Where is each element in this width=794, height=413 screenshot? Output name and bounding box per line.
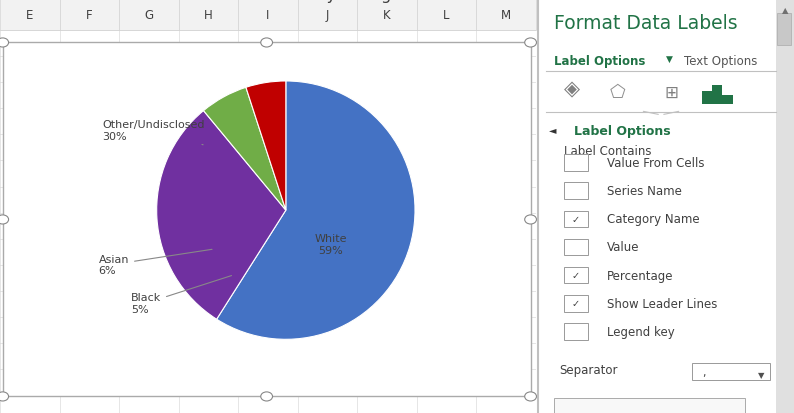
Bar — [553, 398, 746, 413]
Bar — [776, 0, 794, 413]
Bar — [0, 0, 60, 31]
Bar — [564, 267, 588, 284]
Text: H: H — [204, 9, 213, 22]
Text: I: I — [266, 9, 270, 22]
Text: F: F — [86, 9, 93, 22]
Text: Label Options: Label Options — [574, 125, 671, 138]
Text: ✓: ✓ — [572, 271, 580, 280]
Title: Mt Hood Community College: Mt Hood Community College — [171, 0, 401, 3]
Bar — [119, 0, 179, 31]
Text: ◈: ◈ — [564, 79, 580, 99]
Text: Percentage: Percentage — [607, 269, 674, 282]
Text: Label Options: Label Options — [553, 55, 645, 67]
Bar — [564, 211, 588, 228]
Circle shape — [525, 392, 537, 401]
Bar — [564, 183, 588, 199]
Text: Format Data Labels: Format Data Labels — [553, 14, 738, 33]
Circle shape — [260, 39, 272, 48]
Text: Value From Cells: Value From Cells — [607, 157, 705, 170]
Bar — [564, 239, 588, 256]
Wedge shape — [156, 112, 286, 319]
Text: ▲: ▲ — [782, 6, 788, 15]
Wedge shape — [203, 88, 286, 211]
Bar — [723, 95, 733, 104]
Text: ✓: ✓ — [572, 299, 580, 309]
Text: Separator: Separator — [559, 363, 617, 376]
Bar — [777, 14, 792, 45]
Text: E: E — [26, 9, 33, 22]
Bar — [712, 86, 723, 104]
Bar — [692, 363, 769, 380]
Text: Other/Undisclosed
30%: Other/Undisclosed 30% — [102, 120, 205, 145]
Bar — [60, 0, 119, 31]
Text: White
59%: White 59% — [314, 234, 347, 255]
Bar — [2, 43, 530, 396]
Text: Series Name: Series Name — [607, 185, 682, 198]
Wedge shape — [217, 82, 415, 339]
Bar — [417, 0, 476, 31]
Circle shape — [0, 39, 9, 48]
Text: J: J — [326, 9, 330, 22]
Bar — [564, 155, 588, 171]
Text: K: K — [384, 9, 391, 22]
Circle shape — [0, 392, 9, 401]
Bar — [298, 0, 357, 31]
Text: Asian
6%: Asian 6% — [98, 250, 212, 275]
Bar — [476, 0, 536, 31]
Text: Category Name: Category Name — [607, 213, 700, 226]
Text: M: M — [501, 9, 511, 22]
Text: ,: , — [702, 367, 705, 377]
Text: Text Options: Text Options — [684, 55, 757, 67]
Circle shape — [525, 39, 537, 48]
Text: Black
5%: Black 5% — [131, 276, 232, 314]
Text: Value: Value — [607, 241, 640, 254]
Text: Show Leader Lines: Show Leader Lines — [607, 297, 718, 310]
Text: ▼: ▼ — [758, 370, 765, 380]
Text: Legend key: Legend key — [607, 325, 675, 338]
Bar — [564, 323, 588, 340]
Text: ⬠: ⬠ — [610, 84, 626, 102]
Circle shape — [260, 392, 272, 401]
Bar — [357, 0, 417, 31]
Text: ⊞: ⊞ — [665, 84, 678, 102]
Text: ✓: ✓ — [572, 214, 580, 224]
Text: L: L — [443, 9, 450, 22]
Text: ▼: ▼ — [666, 55, 673, 64]
Text: Label Contains: Label Contains — [564, 145, 651, 157]
Bar — [238, 0, 298, 31]
Bar — [179, 0, 238, 31]
Bar — [564, 295, 588, 312]
Wedge shape — [246, 82, 286, 211]
Bar — [702, 92, 712, 104]
Text: Reset Label Text: Reset Label Text — [604, 404, 695, 413]
Circle shape — [525, 216, 537, 225]
Circle shape — [0, 216, 9, 225]
Text: ◄: ◄ — [549, 125, 556, 135]
Text: G: G — [145, 9, 153, 22]
